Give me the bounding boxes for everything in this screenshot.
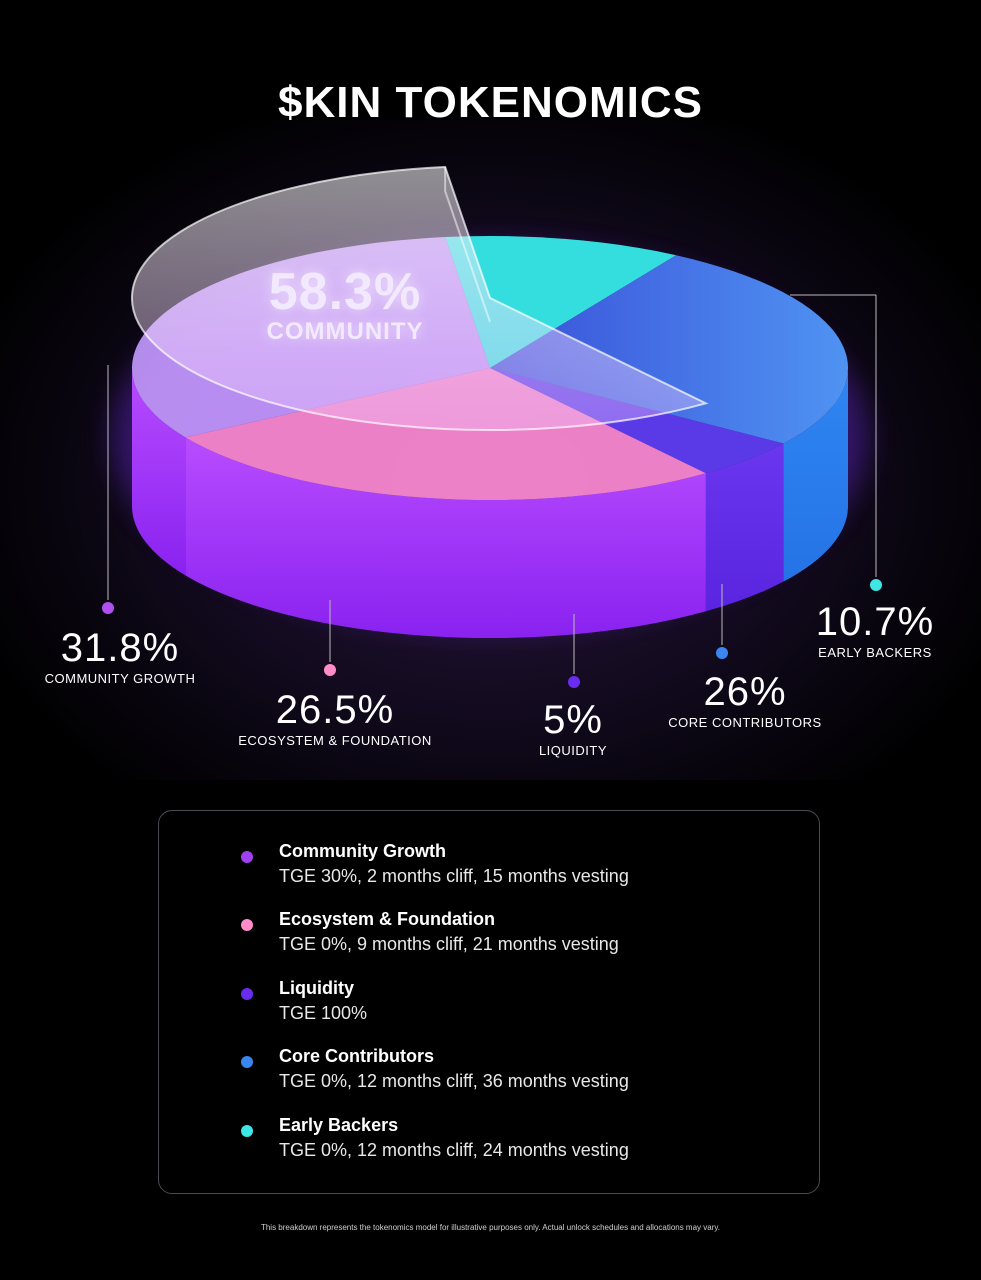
legend-item-desc: TGE 30%, 2 months cliff, 15 months vesti… [279, 866, 629, 886]
slice-name-early-backers: EARLY BACKERS [818, 645, 932, 660]
community-highlight-name: COMMUNITY [266, 318, 424, 345]
legend-dot-icon [241, 919, 253, 931]
legend-item-desc: TGE 100% [279, 1003, 368, 1023]
legend-dot-icon [241, 988, 253, 1000]
slice-name-liquidity: LIQUIDITY [538, 743, 608, 758]
legend-item-desc: TGE 0%, 12 months cliff, 24 months vesti… [279, 1140, 629, 1160]
legend-item-name: Liquidity [279, 978, 354, 998]
slice-label-early-backers: 10.7% EARLY BACKERS [795, 600, 955, 660]
legend-dot-icon [241, 1056, 253, 1068]
leader-core-contributors-dot [716, 647, 728, 659]
pie-slice-ecosystem-foundation [185, 368, 706, 501]
leader-ecosystem-dot [324, 664, 336, 676]
legend-item-name: Core Contributors [279, 1046, 434, 1066]
pie-side-ecosystem-foundation [185, 437, 706, 638]
community-glass-top [131, 166, 709, 431]
legend-item-name: Ecosystem & Foundation [279, 909, 496, 929]
legend-item-name: Early Backers [279, 1115, 399, 1135]
page-title: $KIN TOKENOMICS [278, 78, 703, 127]
slice-label-liquidity: 5% LIQUIDITY [523, 698, 623, 758]
legend-item-name: Community Growth [279, 841, 446, 861]
slice-pct-liquidity: 5% [543, 698, 603, 742]
leader-early-backers-dot [870, 579, 882, 591]
legend-item-desc: TGE 0%, 12 months cliff, 36 months vesti… [279, 1071, 629, 1091]
slice-pct-core-contributors: 26% [703, 670, 787, 714]
pie-slice-core-contributors [490, 255, 848, 444]
slice-label-core-contributors: 26% CORE CONTRIBUTORS [655, 670, 835, 730]
slice-pct-ecosystem: 26.5% [275, 688, 395, 732]
slice-pct-community-growth: 31.8% [60, 626, 180, 670]
legend-item-core-contributors: Core Contributors TGE 0%, 12 months clif… [241, 1046, 629, 1092]
slice-name-community-growth: COMMUNITY GROWTH [44, 671, 196, 686]
slice-pct-early-backers: 10.7% [815, 600, 935, 644]
legend-item-desc: TGE 0%, 9 months cliff, 21 months vestin… [279, 934, 619, 954]
slice-name-ecosystem: ECOSYSTEM & FOUNDATION [238, 733, 432, 748]
legend-item-ecosystem: Ecosystem & Foundation TGE 0%, 9 months … [241, 909, 619, 955]
community-highlight-label: 58.3% COMMUNITY [240, 262, 450, 346]
slice-name-core-contributors: CORE CONTRIBUTORS [668, 715, 822, 730]
pie-side-liquidity [705, 443, 784, 612]
slice-label-ecosystem: 26.5% ECOSYSTEM & FOUNDATION [230, 688, 440, 748]
leader-liquidity-dot [568, 676, 580, 688]
pie-chart [102, 166, 882, 688]
legend-dot-icon [241, 851, 253, 863]
legend-dot-icon [241, 1125, 253, 1137]
pie-side-community-growth [132, 368, 186, 576]
disclaimer-footnote: This breakdown represents the tokenomics… [260, 1223, 721, 1232]
pie-side-core-contributors [783, 368, 848, 582]
slice-label-community-growth: 31.8% COMMUNITY GROWTH [30, 626, 210, 686]
legend-item-early-backers: Early Backers TGE 0%, 12 months cliff, 2… [241, 1115, 629, 1161]
community-glass-edge [444, 167, 491, 323]
leader-community-growth-dot [102, 602, 114, 614]
legend-panel: Community Growth TGE 30%, 2 months cliff… [158, 810, 820, 1194]
community-highlight-pct: 58.3% [268, 263, 422, 321]
legend-item-liquidity: Liquidity TGE 100% [241, 978, 368, 1024]
legend-item-community-growth: Community Growth TGE 30%, 2 months cliff… [241, 841, 629, 887]
